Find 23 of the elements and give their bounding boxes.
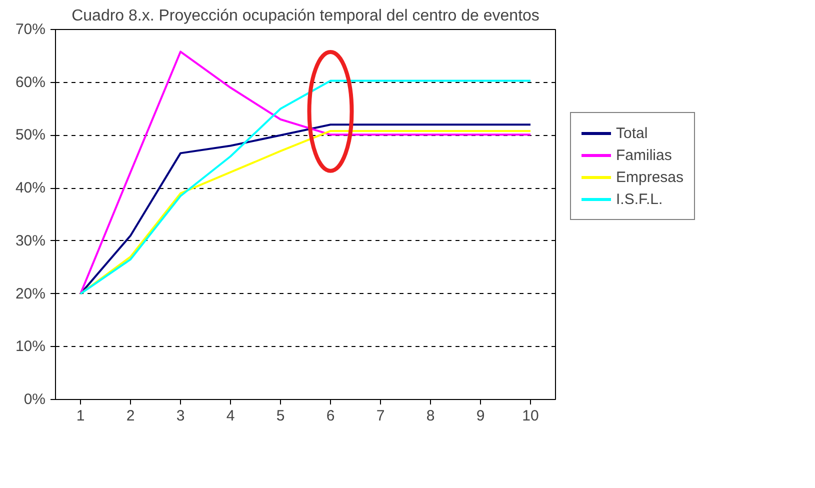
x-tick-label: 6 xyxy=(326,408,335,424)
y-tick-label: 60% xyxy=(15,74,46,91)
x-tick-label: 2 xyxy=(126,408,135,424)
y-tick-label: 30% xyxy=(15,232,46,250)
x-tick-label: 9 xyxy=(476,408,485,424)
y-tick-label: 10% xyxy=(15,338,46,356)
x-tick-label: 1 xyxy=(76,408,85,424)
chart-title: Cuadro 8.x. Proyección ocupación temporal del centro de eventos xyxy=(72,8,540,24)
x-tick-label: 4 xyxy=(226,408,235,424)
legend-label: Total xyxy=(616,124,648,142)
y-tick-label: 20% xyxy=(15,285,46,302)
x-tick-label: 8 xyxy=(426,408,435,424)
legend-label: Familias xyxy=(616,146,672,164)
y-tick-label: 70% xyxy=(15,21,46,38)
legend-label: I.S.F.L. xyxy=(616,190,663,208)
x-tick-label: 7 xyxy=(376,408,385,424)
x-tick-label: 5 xyxy=(276,408,285,424)
x-tick-label: 3 xyxy=(176,408,185,424)
y-tick-label: 40% xyxy=(15,180,46,197)
x-tick-label: 10 xyxy=(522,408,539,424)
y-tick-label: 50% xyxy=(15,126,46,144)
legend-label: Empresas xyxy=(616,168,684,186)
y-tick-label: 0% xyxy=(24,391,46,408)
